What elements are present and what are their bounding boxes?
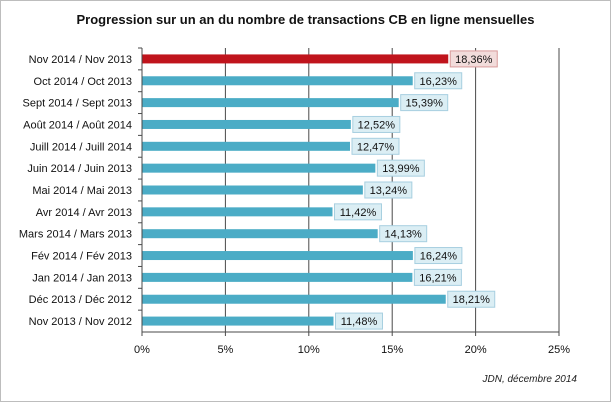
data-label-box <box>352 115 401 133</box>
x-tick-label: 5% <box>217 344 233 356</box>
data-label-box <box>334 312 383 330</box>
category-label: Juin 2014 / Juin 2013 <box>27 163 132 175</box>
bar <box>142 272 413 282</box>
x-tick-label: 25% <box>548 344 570 356</box>
bar <box>142 54 449 64</box>
data-label: 16,21% <box>419 272 457 284</box>
category-label: Fév 2014 / Fév 2013 <box>31 251 132 263</box>
bar <box>142 229 378 239</box>
data-label: 13,24% <box>370 185 408 197</box>
bar <box>142 76 413 86</box>
category-label: Jan 2014 / Jan 2013 <box>32 272 132 284</box>
data-label-box <box>447 290 496 308</box>
data-label: 11,42% <box>340 207 377 219</box>
x-tick-label: 15% <box>381 344 403 356</box>
source-note: JDN, décembre 2014 <box>482 374 578 385</box>
bar <box>142 294 446 304</box>
data-label-box <box>364 181 413 199</box>
data-label-box <box>376 159 425 177</box>
category-label: Sept 2014 / Sept 2013 <box>23 98 132 110</box>
data-label: 14,13% <box>385 229 423 241</box>
x-tick-label: 0% <box>134 344 150 356</box>
category-label: Nov 2013 / Nov 2012 <box>29 316 132 328</box>
data-label: 16,23% <box>420 76 458 88</box>
x-tick-label: 20% <box>465 344 487 356</box>
data-label: 18,21% <box>453 294 491 306</box>
data-label-box <box>449 50 498 68</box>
data-label: 16,24% <box>420 251 458 263</box>
data-label-box <box>413 268 462 286</box>
category-label: Mai 2014 / Mai 2013 <box>32 185 132 197</box>
bar <box>142 163 376 173</box>
category-label: Déc 2013 / Déc 2012 <box>29 294 132 306</box>
category-label: Oct 2014 / Oct 2013 <box>34 76 132 88</box>
category-label: Juill 2014 / Juill 2014 <box>30 141 132 153</box>
bar <box>142 141 350 151</box>
data-label: 11,48% <box>341 316 378 328</box>
chart-title: Progression sur un an du nombre de trans… <box>76 12 535 27</box>
data-label: 13,99% <box>382 163 420 175</box>
bar <box>142 207 333 217</box>
data-label-box <box>414 247 463 265</box>
bar <box>142 119 351 129</box>
category-label: Avr 2014 / Avr 2013 <box>36 207 132 219</box>
data-label-box <box>351 137 400 155</box>
data-label-box <box>333 203 382 221</box>
bar <box>142 98 399 108</box>
category-label: Août 2014 / Août 2014 <box>23 119 132 131</box>
data-label-box <box>414 72 463 90</box>
x-tick-label: 10% <box>298 344 320 356</box>
data-label: 12,52% <box>358 119 396 131</box>
data-label: 12,47% <box>357 141 395 153</box>
category-label: Nov 2014 / Nov 2013 <box>29 54 132 66</box>
data-label: 18,36% <box>455 54 493 66</box>
bar <box>142 316 334 326</box>
bar <box>142 185 363 195</box>
data-label: 15,39% <box>406 98 444 110</box>
data-label-box <box>379 225 428 243</box>
bar <box>142 251 413 261</box>
category-label: Mars 2014 / Mars 2013 <box>19 229 132 241</box>
data-label-box <box>400 94 449 112</box>
